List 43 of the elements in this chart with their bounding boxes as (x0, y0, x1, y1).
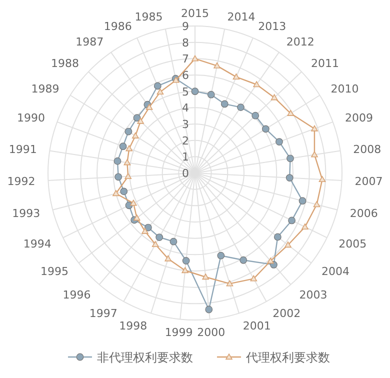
spoke-label: 2000 (197, 326, 226, 340)
spoke-label: 2014 (227, 10, 256, 24)
spoke-label: 1994 (23, 237, 52, 250)
spoke-label: 1997 (89, 306, 118, 320)
spoke-label: 1985 (134, 10, 163, 24)
y-tick-label: 6 (182, 69, 189, 82)
spoke-label: 2013 (258, 20, 286, 33)
spoke-label: 1986 (104, 20, 132, 33)
spoke-label: 1987 (76, 36, 104, 49)
y-tick-label: 8 (182, 36, 189, 50)
spoke-label: 2004 (322, 264, 350, 278)
legend-label: 非代理权利要求数 (97, 350, 193, 364)
y-tick-label: 5 (182, 85, 189, 98)
y-tick-label: 7 (182, 52, 189, 66)
spoke-label: 1996 (62, 288, 91, 302)
spoke-label: 1998 (119, 320, 148, 333)
spoke-label: 2005 (338, 237, 367, 250)
spoke-label: 2001 (242, 320, 271, 333)
spoke-label: 2009 (345, 111, 374, 124)
spoke-label: 1991 (8, 142, 37, 156)
spoke-label: 2007 (354, 175, 383, 188)
spoke-label: 1990 (16, 111, 45, 124)
y-tick-label: 1 (182, 150, 189, 164)
legend-label: 代理权利要求数 (245, 350, 330, 364)
spoke-label: 1992 (7, 175, 36, 188)
spoke-label: 2011 (310, 56, 339, 70)
spoke-label: 1995 (40, 264, 68, 278)
y-tick-label: 0 (182, 167, 189, 180)
spoke-label: 2003 (299, 288, 328, 302)
spoke-label: 1993 (12, 207, 40, 220)
spoke-label: 2012 (286, 36, 314, 49)
spoke-label: 2010 (330, 82, 359, 96)
y-tick-label: 4 (182, 102, 189, 115)
y-tick-label: 9 (182, 20, 189, 33)
spoke-label: 2008 (353, 142, 382, 156)
y-tick-label: 2 (182, 134, 189, 148)
y-tick-label: 3 (182, 118, 189, 131)
spoke-label: 1999 (164, 326, 193, 340)
spoke-label: 2015 (181, 7, 209, 20)
spoke-label: 2002 (272, 306, 301, 320)
spoke-label: 2006 (350, 207, 378, 220)
spoke-label: 1988 (51, 56, 80, 70)
spoke-label: 1989 (31, 82, 60, 96)
